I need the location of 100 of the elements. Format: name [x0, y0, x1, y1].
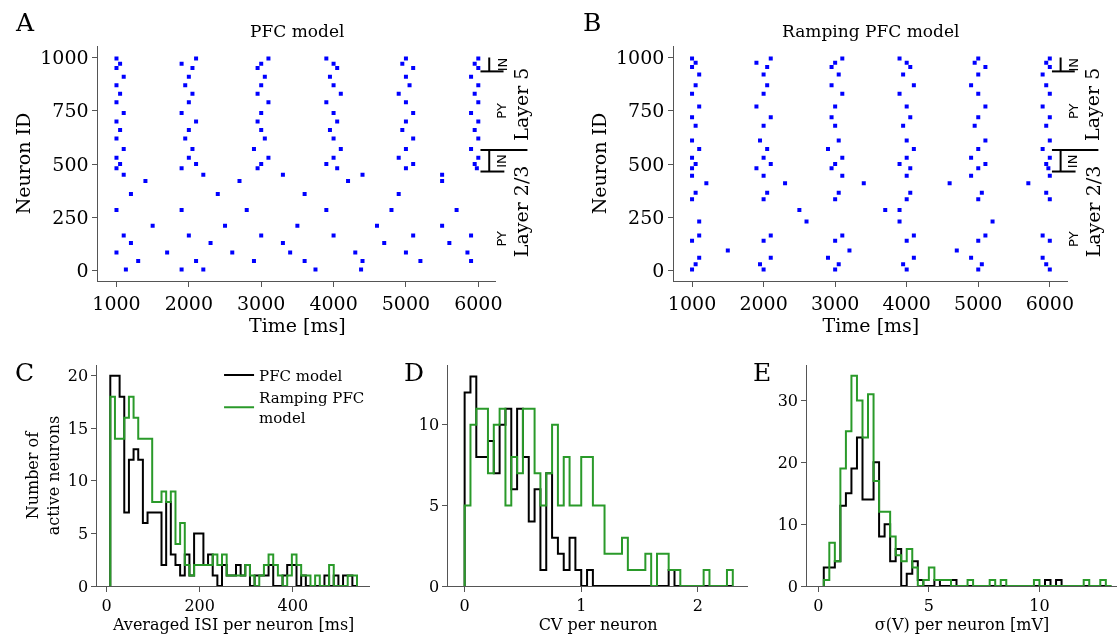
point — [118, 162, 123, 167]
point — [179, 207, 184, 212]
point — [1047, 115, 1052, 120]
point — [904, 197, 909, 202]
point — [976, 197, 981, 202]
point — [976, 72, 981, 77]
y-tick-label: 500 — [628, 152, 665, 175]
point — [114, 83, 119, 88]
point — [901, 72, 906, 77]
point — [186, 100, 191, 105]
point — [897, 56, 902, 61]
point — [765, 83, 770, 88]
point — [904, 238, 909, 243]
point — [360, 172, 365, 177]
point — [840, 91, 845, 96]
point — [976, 115, 981, 120]
point — [1047, 267, 1052, 272]
point — [476, 83, 481, 88]
point — [324, 207, 329, 212]
point — [324, 100, 329, 105]
chart-title: PFC model — [250, 21, 345, 41]
point — [954, 248, 959, 253]
point — [979, 190, 984, 195]
y-tick-label: 10 — [777, 514, 798, 534]
point — [1047, 56, 1052, 61]
point — [338, 147, 343, 152]
point — [194, 162, 199, 167]
point — [690, 197, 695, 202]
point — [976, 147, 981, 152]
point — [690, 173, 695, 178]
y-axis-title: Neuron ID — [587, 112, 610, 215]
point — [259, 110, 264, 115]
point — [783, 181, 788, 186]
point — [897, 91, 902, 96]
point — [179, 110, 184, 115]
point — [165, 250, 170, 255]
point — [897, 207, 902, 212]
point — [465, 250, 470, 255]
point — [693, 162, 698, 167]
point — [237, 179, 242, 184]
point — [476, 66, 481, 71]
point — [1040, 72, 1045, 77]
point — [908, 65, 913, 70]
point — [911, 255, 916, 260]
x-axis-title: Averaged ISI per neuron [ms] — [111, 615, 355, 635]
point — [911, 83, 916, 88]
point — [114, 119, 119, 124]
point — [331, 61, 336, 66]
point — [201, 172, 206, 177]
point — [761, 155, 766, 160]
point — [359, 267, 364, 272]
point — [761, 267, 766, 272]
point — [897, 162, 902, 167]
point — [223, 223, 228, 228]
point — [1040, 104, 1045, 109]
point — [114, 155, 119, 160]
point — [440, 223, 445, 228]
point — [1047, 197, 1052, 202]
point — [400, 127, 405, 132]
point — [904, 267, 909, 272]
point — [474, 166, 479, 171]
point — [469, 110, 474, 115]
point — [833, 267, 838, 272]
point — [194, 119, 199, 124]
point — [690, 56, 695, 61]
point — [725, 248, 730, 253]
y-tick-label: 250 — [628, 206, 665, 228]
point — [403, 56, 408, 61]
point — [194, 259, 199, 264]
point — [697, 233, 702, 238]
y-tick-label: 10 — [67, 471, 89, 491]
point — [469, 259, 474, 264]
y-tick-label: 30 — [777, 391, 798, 411]
point — [186, 127, 191, 132]
y-tick-label: 1000 — [40, 46, 89, 69]
point — [1044, 262, 1049, 267]
y-tick-label: 0 — [77, 576, 89, 596]
point — [215, 191, 220, 196]
point — [833, 123, 838, 128]
point — [1044, 60, 1049, 65]
x-tick-label: 5000 — [381, 292, 431, 315]
point — [697, 255, 702, 260]
x-tick-label: 4000 — [309, 292, 358, 315]
point — [403, 166, 408, 171]
point — [266, 100, 271, 105]
x-tick-label: 1 — [576, 596, 587, 616]
point — [123, 267, 128, 272]
y-tick-label: 0 — [428, 576, 440, 596]
point — [972, 60, 977, 65]
point — [1044, 123, 1049, 128]
point — [400, 61, 405, 66]
annotation: IN — [494, 57, 510, 72]
point — [255, 91, 260, 96]
y-tick-label: 750 — [628, 99, 665, 122]
point — [331, 110, 336, 115]
point — [179, 61, 184, 66]
point — [259, 233, 264, 238]
point — [118, 127, 123, 132]
point — [833, 238, 838, 243]
x-tick-label: 6000 — [1025, 292, 1074, 315]
